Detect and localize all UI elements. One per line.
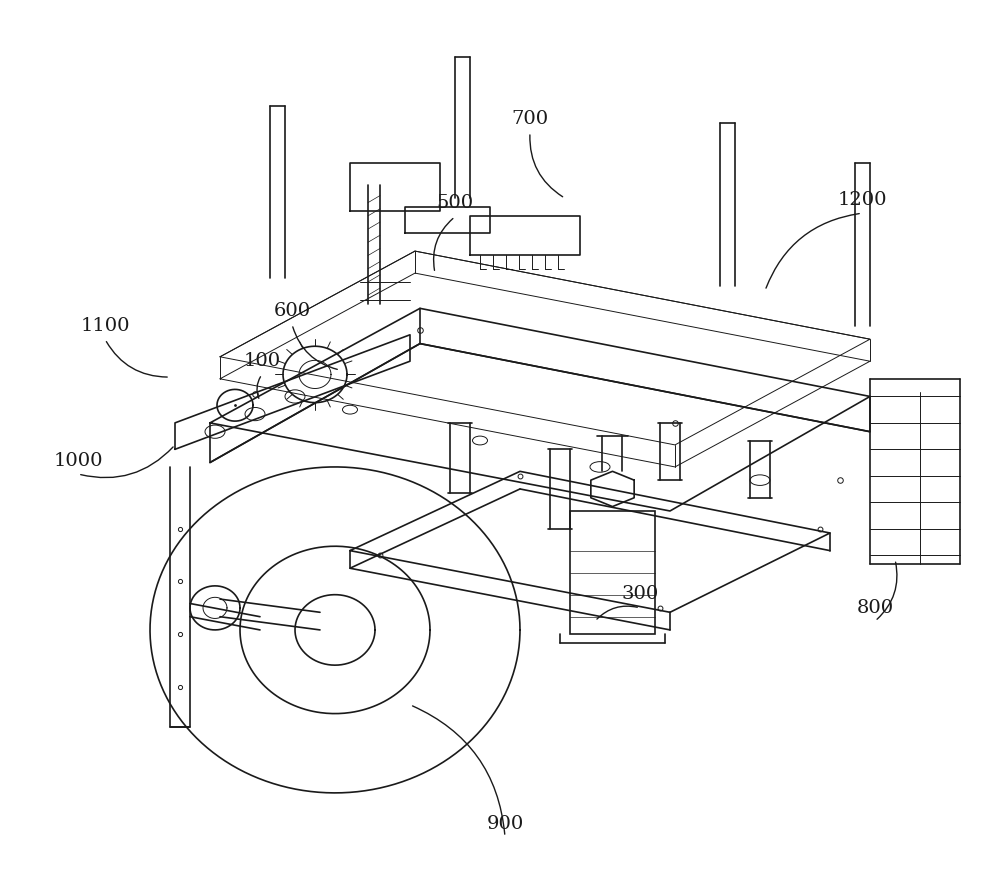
Text: 300: 300: [621, 586, 659, 603]
Text: 600: 600: [273, 302, 311, 320]
Text: 800: 800: [856, 599, 894, 617]
Text: 900: 900: [486, 815, 524, 833]
Text: 100: 100: [243, 352, 281, 370]
Text: 1100: 1100: [80, 317, 130, 335]
Text: 700: 700: [511, 110, 549, 128]
Text: 1200: 1200: [837, 191, 887, 209]
Text: 500: 500: [436, 195, 474, 212]
Text: 1000: 1000: [53, 452, 103, 470]
